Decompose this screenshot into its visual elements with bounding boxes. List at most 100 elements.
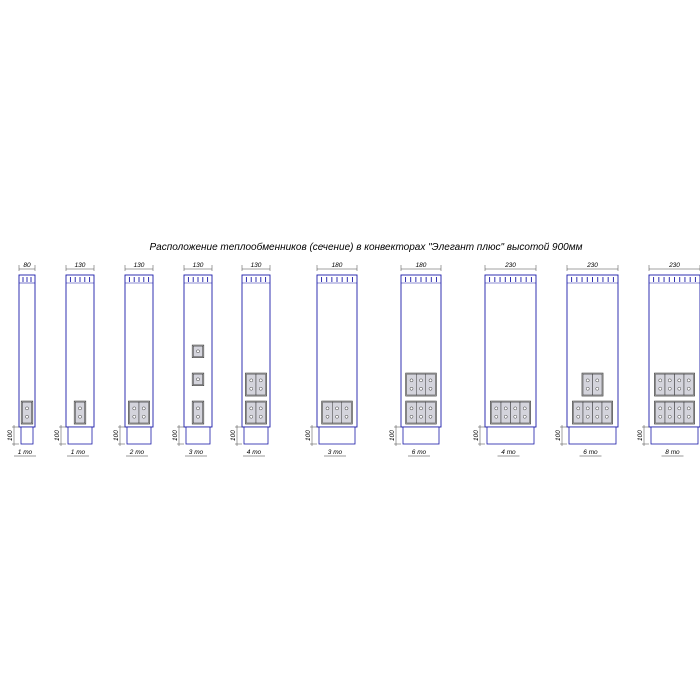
width-dimension-label: 130 <box>134 262 145 269</box>
exchanger-pipe-icon <box>259 378 263 383</box>
exchanger-pipe-icon <box>419 378 423 383</box>
exchanger-count-label: 4 то <box>501 449 516 456</box>
exchanger-pipe-icon <box>142 406 146 411</box>
width-dimension-label: 230 <box>668 262 680 269</box>
base-height-label: 100 <box>305 430 312 441</box>
exchanger-pipe-icon <box>259 414 263 419</box>
heat-exchanger <box>193 401 203 424</box>
exchanger-pipe-icon <box>132 414 136 419</box>
convector-base <box>318 426 356 445</box>
exchanger-pipe-icon <box>344 406 349 411</box>
exchanger-pipe-icon <box>419 386 423 391</box>
base-height-label: 100 <box>637 430 644 441</box>
convector-base <box>650 426 699 445</box>
exchanger-pipe-icon <box>428 414 433 419</box>
heat-exchanger <box>341 401 352 424</box>
exchanger-pipe-icon <box>605 414 609 419</box>
exchanger-pipe-icon <box>142 414 146 419</box>
heat-exchanger <box>246 373 257 396</box>
heat-exchanger <box>246 401 257 424</box>
exchanger-pipe-icon <box>409 378 414 383</box>
exchanger-pipe-icon <box>409 386 414 391</box>
exchanger-pipe-icon <box>668 378 672 383</box>
base-height-label: 100 <box>555 430 562 441</box>
exchanger-pipe-icon <box>344 414 349 419</box>
exchanger-pipe-icon <box>259 406 263 411</box>
exchanger-count-label: 4 то <box>247 449 262 456</box>
exchanger-pipe-icon <box>325 414 330 419</box>
width-dimension-label: 230 <box>504 262 516 269</box>
heat-exchanger <box>582 401 593 424</box>
exchanger-pipe-icon <box>687 414 691 419</box>
exchanger-pipe-icon <box>658 406 662 411</box>
exchanger-pipe-icon <box>687 406 691 411</box>
exchanger-count-label: 6 то <box>412 449 427 456</box>
width-dimension-label: 130 <box>193 262 204 269</box>
exchanger-pipe-icon <box>78 406 82 411</box>
convector-base <box>126 426 152 445</box>
exchanger-pipe-icon <box>586 386 590 391</box>
exchanger-pipe-icon <box>78 414 82 419</box>
exchanger-pipe-icon <box>25 414 29 419</box>
exchanger-pipe-icon <box>677 386 681 391</box>
convector-section: 130 100 4 то <box>230 262 271 457</box>
convector-base <box>243 426 269 445</box>
heat-exchanger <box>22 401 32 424</box>
exchanger-pipe-icon <box>196 414 200 419</box>
convector-base <box>486 426 535 445</box>
exchanger-pipe-icon <box>428 378 433 383</box>
exchanger-pipe-icon <box>196 406 200 411</box>
exchanger-pipe-icon <box>677 414 681 419</box>
width-dimension-label: 80 <box>23 262 31 269</box>
exchanger-pipe-icon <box>677 406 681 411</box>
heat-exchanger <box>664 373 675 396</box>
heat-exchanger <box>416 401 426 424</box>
exchanger-pipe-icon <box>504 406 508 411</box>
exchanger-pipe-icon <box>335 414 339 419</box>
convector-section: 230 100 8 то <box>637 262 700 457</box>
exchanger-pipe-icon <box>586 378 590 383</box>
heat-exchanger <box>491 401 502 424</box>
exchanger-pipe-icon <box>576 406 580 411</box>
exchanger-count-label: 3 то <box>328 449 343 456</box>
base-height-label: 100 <box>172 430 179 441</box>
heat-exchanger <box>683 401 694 424</box>
exchanger-pipe-icon <box>687 386 691 391</box>
width-dimension-label: 130 <box>251 262 262 269</box>
width-dimension-label: 130 <box>75 262 86 269</box>
exchanger-pipe-icon <box>513 414 517 419</box>
exchanger-count-label: 8 то <box>665 449 680 456</box>
convector-section: 130 100 3 то <box>172 262 213 457</box>
heat-exchanger <box>655 373 666 396</box>
exchanger-pipe-icon <box>687 378 691 383</box>
exchanger-pipe-icon <box>595 386 599 391</box>
exchanger-pipe-icon <box>668 414 672 419</box>
exchanger-pipe-icon <box>428 386 433 391</box>
exchanger-pipe-icon <box>419 414 423 419</box>
exchanger-pipe-icon <box>196 349 200 354</box>
convector-section: 130 100 2 то <box>113 262 154 457</box>
base-height-label: 100 <box>54 430 61 441</box>
heat-exchanger <box>322 401 333 424</box>
exchanger-pipe-icon <box>658 378 662 383</box>
convector-section: 80 100 1 то <box>7 262 36 457</box>
heat-exchanger <box>573 401 584 424</box>
exchanger-pipe-icon <box>668 406 672 411</box>
exchanger-pipe-icon <box>249 378 253 383</box>
heat-exchanger <box>332 401 342 424</box>
convector-section: 180 100 3 то <box>305 262 358 457</box>
heat-exchanger <box>416 373 426 396</box>
base-height-label: 100 <box>113 430 120 441</box>
heat-exchanger <box>674 373 685 396</box>
exchanger-pipe-icon <box>409 414 414 419</box>
heat-exchanger <box>138 401 149 424</box>
heat-exchanger <box>592 373 603 396</box>
convector-base <box>568 426 617 445</box>
exchanger-pipe-icon <box>132 406 136 411</box>
exchanger-pipe-icon <box>595 414 599 419</box>
heat-exchanger <box>510 401 521 424</box>
diagram-title: Расположение теплообменников (сечение) в… <box>150 241 583 253</box>
exchanger-pipe-icon <box>586 406 590 411</box>
heat-exchanger <box>683 373 694 396</box>
